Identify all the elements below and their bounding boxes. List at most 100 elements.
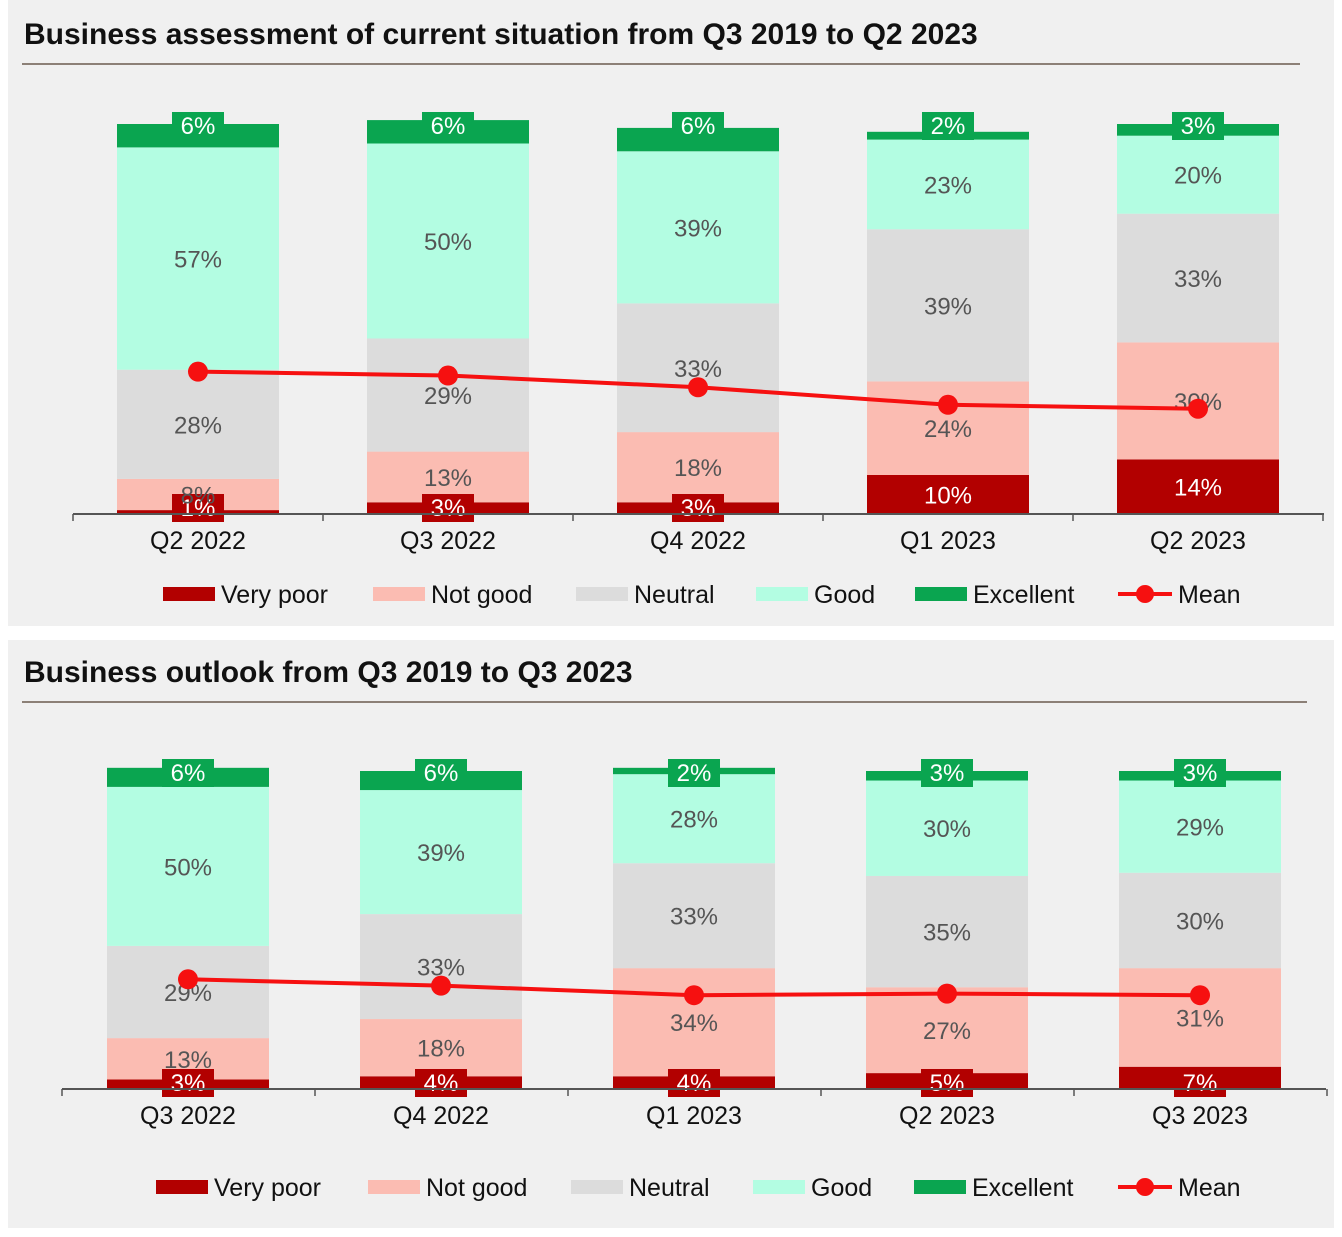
legend-swatch [914,1180,966,1194]
legend-swatch [156,1180,208,1194]
value-label: 57% [174,247,222,274]
value-label: 18% [417,1036,465,1063]
bar-stack [1117,124,1279,514]
value-label: 4% [677,1070,712,1097]
value-label: 6% [681,113,716,140]
legend-swatch [373,587,425,601]
value-label: 50% [164,854,212,881]
value-label: 20% [1174,163,1222,190]
assessment-chart-panel: Business assessment of current situation… [8,0,1334,626]
bar-segment-good [866,780,1028,876]
bar-segment-good [1119,780,1281,873]
x-tick-label: Q4 2022 [650,527,746,555]
legend-label: Mean [1178,581,1241,609]
value-label: 33% [1174,266,1222,293]
value-label: 7% [1183,1070,1218,1097]
x-tick-label: Q3 2022 [140,1102,236,1130]
value-label: 3% [930,760,965,787]
outlook-chart-panel: Business outlook from Q3 2019 to Q3 2023… [8,640,1334,1228]
value-label-box [172,494,224,522]
bar-segment-neutral [360,914,522,1020]
legend-label: Very poor [214,1174,321,1202]
bar-segment-not-good [1119,968,1281,1067]
legend-item: Good [753,1174,872,1202]
x-tick-label: Q3 2023 [1152,1102,1248,1130]
value-label: 28% [670,807,718,834]
legend-label: Not good [426,1174,527,1202]
value-label: 30% [1176,908,1224,935]
bar-segment-good [367,143,529,339]
value-label-box [162,759,214,787]
bar-segment-neutral [866,875,1028,988]
bar-segment-not-good [360,1019,522,1077]
value-label-box [172,112,224,140]
value-label: 39% [924,293,972,320]
value-label-box [422,112,474,140]
mean-marker [938,394,958,415]
x-tick-label: Q2 2023 [899,1102,995,1130]
bar-stack [117,124,279,514]
bar-stack [617,127,779,514]
legend-swatch [756,587,808,601]
x-tick-label: Q2 2022 [150,527,246,555]
value-label: 39% [674,215,722,242]
value-label-box [1174,1069,1226,1097]
mean-marker [684,985,704,1006]
value-label: 8% [181,483,216,510]
value-label: 2% [677,760,712,787]
chart-title: Business assessment of current situation… [24,18,978,51]
bar-segment-neutral [117,369,279,479]
bar-segment-neutral [1119,872,1281,969]
value-label: 18% [674,455,722,482]
bar-segment-good [360,790,522,915]
legend-item: Mean [1118,581,1241,609]
bar-segment-neutral [107,945,269,1039]
bar-segment-good [107,786,269,946]
value-label: 1% [181,495,216,522]
value-label: 3% [1183,760,1218,787]
title-divider [22,701,1307,703]
mean-marker [188,361,208,382]
bar-segment-neutral [617,303,779,433]
bar-segment-good [117,147,279,370]
value-label: 6% [424,760,459,787]
value-label: 3% [431,495,466,522]
outlook-chart-svg: 3%13%29%50%6%4%18%33%39%6%4%34%33%28%2%5… [61,759,1328,1202]
legend-marker [1136,585,1154,603]
value-label: 4% [424,1070,459,1097]
legend-label: Excellent [972,1174,1073,1202]
value-label: 50% [424,229,472,256]
value-label: 24% [924,416,972,443]
legend-label: Good [814,581,875,609]
value-label-box [668,759,720,787]
value-label: 28% [174,412,222,439]
value-label-box [921,759,973,787]
value-label: 30% [923,816,971,843]
value-label-box [921,1069,973,1097]
mean-marker [688,377,708,398]
bar-segment-neutral [1117,213,1279,343]
legend-label: Very poor [221,581,328,609]
assessment-chart-svg: 1%8% 28% 57% 6% 3% 13% 29% 50% 6% 3% 18% 33% 39% 6% 10… [72,112,1324,609]
legend-item: Excellent [914,1174,1073,1202]
legend-label: Neutral [629,1174,710,1202]
value-label-box [162,1069,214,1097]
value-label: 13% [164,1047,212,1074]
legend-item: Very poor [156,1174,321,1202]
legend-item: Neutral [571,1174,710,1202]
bar-segment-neutral [867,229,1029,382]
legend-label: Neutral [634,581,715,609]
value-label: 3% [681,495,716,522]
legend-item: Not good [368,1174,527,1202]
value-label: 34% [670,1010,718,1037]
bar-segment-very-poor [867,475,1029,514]
bar-segment-good [867,139,1029,230]
value-label-box [415,759,467,787]
value-label: 13% [424,465,472,492]
legend-swatch [368,1180,420,1194]
bar-segment-not-good [617,432,779,503]
value-label-box [922,112,974,140]
value-label: 2% [931,113,966,140]
bar-segment-neutral [367,338,529,452]
mean-marker [431,975,451,996]
